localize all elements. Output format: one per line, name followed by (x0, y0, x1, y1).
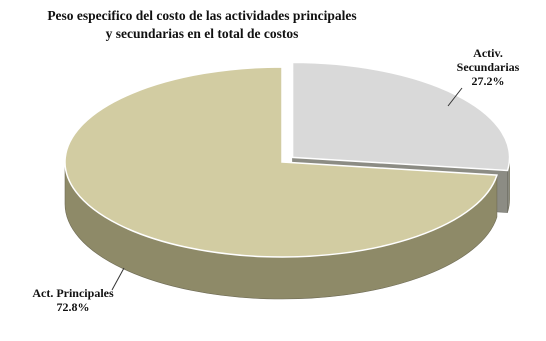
chart-title-line-1: Peso especifico del costo de las activid… (47, 8, 357, 23)
slice-label-secundarias-line-2: Secundarias (456, 60, 520, 74)
slice-label-secundarias: Activ. Secundarias 27.2% (448, 46, 528, 88)
slice-label-principales: Act. Principales 72.8% (18, 286, 128, 314)
slice-label-secundarias-line-1: Activ. (473, 46, 503, 60)
slice-value-secundarias: 27.2% (471, 74, 505, 88)
leader-line-principales (111, 267, 125, 291)
slice-top-1 (64, 66, 498, 258)
leader-line-secundarias (447, 87, 463, 107)
slice-value-principales: 72.8% (56, 300, 90, 314)
slice-label-principales-line-1: Act. Principales (32, 286, 114, 300)
chart-title-line-2: y secundarias en el total de costos (105, 26, 299, 41)
